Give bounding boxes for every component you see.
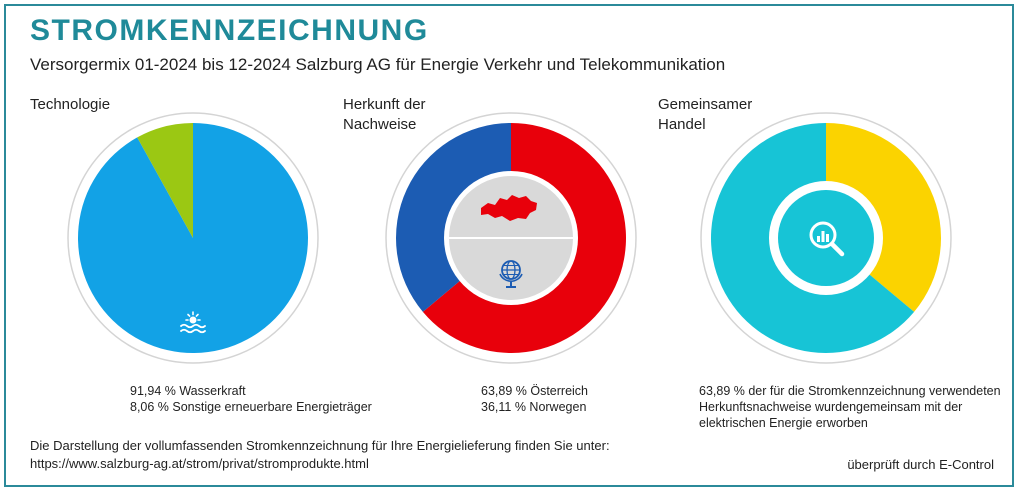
water-sun-icon <box>180 311 206 334</box>
chart-technologie <box>67 112 319 364</box>
legend-handel: 63,89 % der für die Stromkennzeichnung v… <box>699 383 1001 431</box>
page-title: STROMKENNZEICHNUNG <box>30 14 429 47</box>
slice-wasserkraft <box>77 123 308 353</box>
legend-herkunft: 63,89 % Österreich 36,11 % Norwegen <box>481 383 588 415</box>
outer-ring <box>700 112 952 364</box>
infographic-frame <box>4 4 1014 487</box>
legend-item-wasserkraft: 91,94 % Wasserkraft <box>130 384 246 398</box>
outer-ring <box>385 112 637 364</box>
globe-icon <box>499 260 523 288</box>
legend-item-norwegen: 36,11 % Norwegen <box>481 400 587 414</box>
chart-title-herkunft: Herkunft der Nachweise <box>343 96 426 133</box>
chart-title-handel: Gemeinsamer Handel <box>658 96 753 133</box>
outer-ring <box>67 112 319 364</box>
slice-nicht-gemeinsam <box>826 123 941 312</box>
slice-sonstige <box>137 123 193 238</box>
magnifier-chart-icon <box>809 221 845 257</box>
legend-item-sonstige: 8,06 % Sonstige erneuerbare Energieträge… <box>130 400 372 414</box>
chart-handel <box>700 112 952 364</box>
legend-technologie: 91,94 % Wasserkraft 8,06 % Sonstige erne… <box>130 383 372 415</box>
footer-line-1: Die Darstellung der vollumfassenden Stro… <box>30 438 610 453</box>
footer-text: Die Darstellung der vollumfassenden Stro… <box>30 437 610 473</box>
pie-technologie <box>77 123 308 353</box>
chart-herkunft <box>385 112 637 364</box>
footer-url[interactable]: https://www.salzburg-ag.at/strom/privat/… <box>30 456 369 471</box>
page-subtitle: Versorgermix 01-2024 bis 12-2024 Salzbur… <box>30 55 726 74</box>
legend-line-2: Herkunftsnachweise wurdengemeinsam mit d… <box>699 400 963 414</box>
legend-item-oesterreich: 63,89 % Österreich <box>481 384 588 398</box>
austria-map-icon <box>481 195 537 221</box>
legend-line-3: elektrischen Energie erworben <box>699 416 868 430</box>
chart-title-technologie: Technologie <box>30 96 111 113</box>
legend-line-1: 63,89 % der für die Stromkennzeichnung v… <box>699 384 1001 398</box>
verified-note: überprüft durch E-Control <box>847 457 994 472</box>
